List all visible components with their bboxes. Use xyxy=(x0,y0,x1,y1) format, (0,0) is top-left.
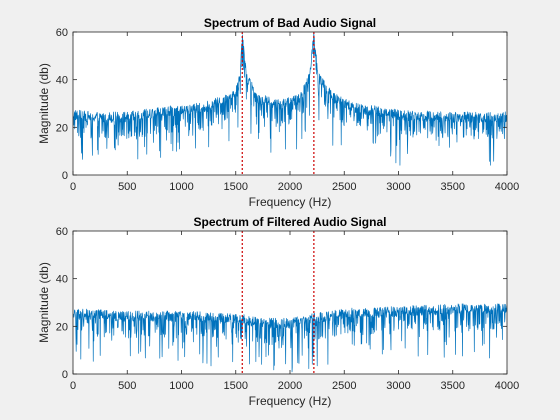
bottom-x-tick-label-1: 500 xyxy=(118,380,136,392)
bottom-subplot: 0 500 1000 1500 2000 2500 3000 3500 40000204060 … xyxy=(37,215,519,408)
bottom-y-tick-label-0: 0 xyxy=(62,369,68,381)
top-y-tick-label-2: 40 xyxy=(56,75,68,87)
top-x-tick-label-4: 2000 xyxy=(278,181,302,193)
bottom-ticks: 0 500 1000 1500 2000 2500 3000 3500 4000 0 20 40 60 xyxy=(56,226,519,392)
bottom-x-tick-label-0: 0 xyxy=(70,380,76,392)
top-y-tick-label-0: 0 xyxy=(62,170,68,182)
top-x-tick-label-5: 2500 xyxy=(332,181,356,193)
bottom-x-tick-label-5: 2500 xyxy=(332,380,356,392)
bottom-y-tick-label-3: 60 xyxy=(56,226,68,238)
top-x-tick-label-0: 0 xyxy=(70,181,76,193)
top-data-layer xyxy=(73,32,507,175)
top-x-tick-label-7: 3500 xyxy=(441,181,465,193)
top-x-axis-label: Frequency (Hz) xyxy=(249,195,332,209)
bottom-data-layer xyxy=(73,231,507,374)
top-x-tick-label-1: 500 xyxy=(118,181,136,193)
top-x-tick-label-2: 1000 xyxy=(169,181,193,193)
top-y-tick-label-1: 20 xyxy=(56,122,68,134)
bottom-y-tick-label-2: 40 xyxy=(56,274,68,286)
bottom-x-axis-label: Frequency (Hz) xyxy=(249,394,332,408)
bottom-axes-background xyxy=(73,231,507,374)
bottom-chart-title: Spectrum of Filtered Audio Signal xyxy=(194,215,387,229)
top-x-tick-label-3: 1500 xyxy=(224,181,248,193)
top-spectrum-series xyxy=(73,33,507,166)
top-subplot: 0 500 1000 1500 2000 2500 3000 3500 40000204060 … xyxy=(37,16,519,209)
bottom-x-tick-label-3: 1500 xyxy=(224,380,248,392)
top-ticks: 0 500 1000 1500 2000 2500 3000 3500 4000 0 20 40 60 xyxy=(56,27,519,193)
bottom-y-tick-label-1: 20 xyxy=(56,321,68,333)
bottom-x-tick-label-2: 1000 xyxy=(169,380,193,392)
bottom-x-tick-label-4: 2000 xyxy=(278,380,302,392)
bottom-spectrum-series xyxy=(73,303,507,373)
bottom-y-axis-label: Magnitude (db) xyxy=(37,262,51,343)
top-y-axis-label: Magnitude (db) xyxy=(37,63,51,144)
bottom-x-tick-label-7: 3500 xyxy=(441,380,465,392)
bottom-x-tick-label-6: 3000 xyxy=(386,380,410,392)
top-chart-title: Spectrum of Bad Audio Signal xyxy=(204,16,376,30)
top-x-tick-label-6: 3000 xyxy=(386,181,410,193)
top-x-tick-label-8: 4000 xyxy=(495,181,519,193)
top-y-tick-label-3: 60 xyxy=(56,27,68,39)
bottom-x-tick-label-8: 4000 xyxy=(495,380,519,392)
